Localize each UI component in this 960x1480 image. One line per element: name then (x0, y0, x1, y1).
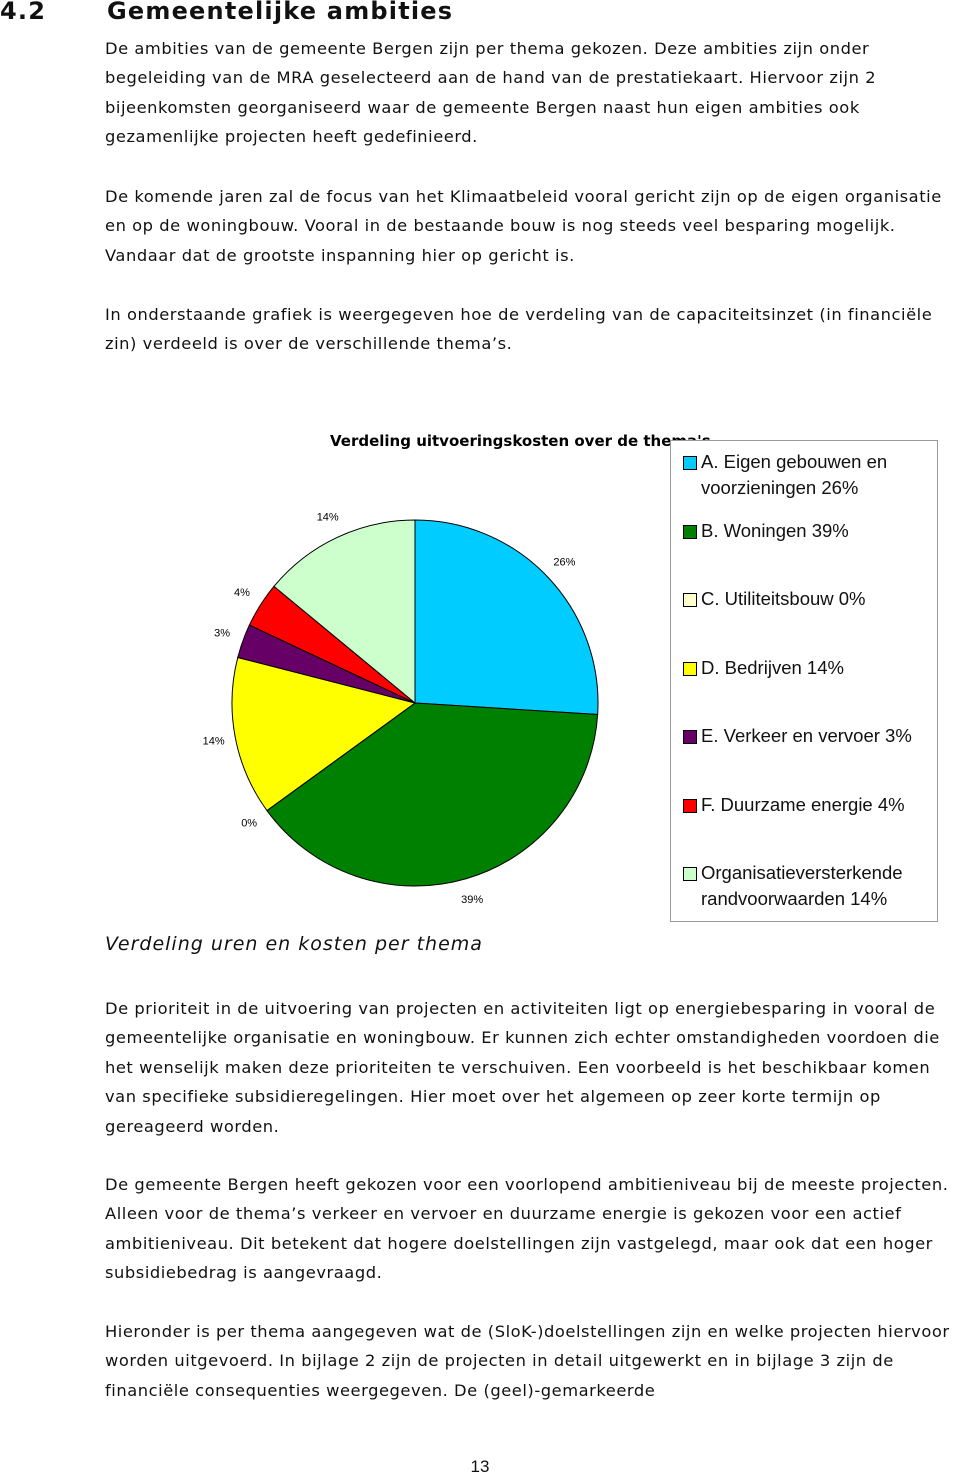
pie-slice (266, 702, 599, 887)
legend-entry: B. Woningen 39% (683, 518, 928, 544)
paragraph: De ambities van de gemeente Bergen zijn … (105, 39, 877, 147)
section-number: 4.2 (0, 0, 47, 25)
legend-label: F. Duurzame energie 4% (701, 793, 905, 815)
data-label: 14% (317, 511, 339, 523)
legend: A. Eigen gebouwen en voorzieningen 26% B.… (670, 440, 938, 922)
chart: Verdeling uitvoeringskosten over de them… (203, 432, 711, 906)
paragraph: Hieronder is per thema aangegeven wat de… (105, 1322, 950, 1400)
legend-swatch (683, 798, 697, 813)
legend-entry: C. Utiliteitsbouw 0% (683, 586, 928, 612)
legend-label: C. Utiliteitsbouw 0% (701, 588, 866, 609)
legend-swatch (683, 456, 697, 470)
legend-swatch (683, 730, 697, 744)
legend-label: Organisatieversterkende randvoorwaarden … (701, 862, 903, 909)
legend-swatch (683, 524, 697, 539)
legend-swatch (683, 661, 697, 676)
pie-slice (273, 519, 416, 705)
section-title: Gemeentelijke ambities (107, 0, 454, 25)
legend-swatch (683, 593, 697, 607)
data-label: 14% (203, 735, 225, 747)
legend-label: E. Verkeer en vervoer 3% (701, 725, 912, 746)
pie-slice (231, 656, 417, 812)
paragraph: De gemeente Bergen heeft gekozen voor ee… (105, 1175, 949, 1283)
data-label: 39% (461, 894, 483, 906)
data-label: 26% (553, 557, 575, 569)
legend-label: A. Eigen gebouwen en voorzieningen 26% (701, 451, 888, 498)
page-number: 13 (470, 1457, 490, 1476)
data-label: 3% (214, 627, 230, 639)
legend-swatch (683, 867, 697, 881)
legend-entry: A. Eigen gebouwen en voorzieningen 26% (683, 449, 928, 501)
chart-title: Verdeling uitvoeringskosten over de them… (330, 432, 711, 450)
legend-entry: Organisatieversterkende randvoorwaarden … (683, 860, 928, 912)
legend-entry: D. Bedrijven 14% (683, 655, 928, 681)
paragraph: De prioriteit in de uitvoering van proje… (105, 999, 940, 1136)
data-label: 4% (234, 587, 250, 599)
legend-label: D. Bedrijven 14% (701, 656, 844, 678)
legend-entry: F. Duurzame energie 4% (683, 792, 928, 818)
pie-slice (414, 519, 599, 716)
paragraph: De komende jaren zal de focus van het Kl… (105, 187, 942, 265)
legend-entry: E. Verkeer en vervoer 3% (683, 723, 928, 749)
paragraph: In onderstaande grafiek is weergegeven h… (105, 305, 933, 354)
caption: Verdeling uren en kosten per thema (105, 933, 483, 955)
legend-label: B. Woningen 39% (701, 519, 849, 541)
data-label: 0% (241, 817, 257, 829)
